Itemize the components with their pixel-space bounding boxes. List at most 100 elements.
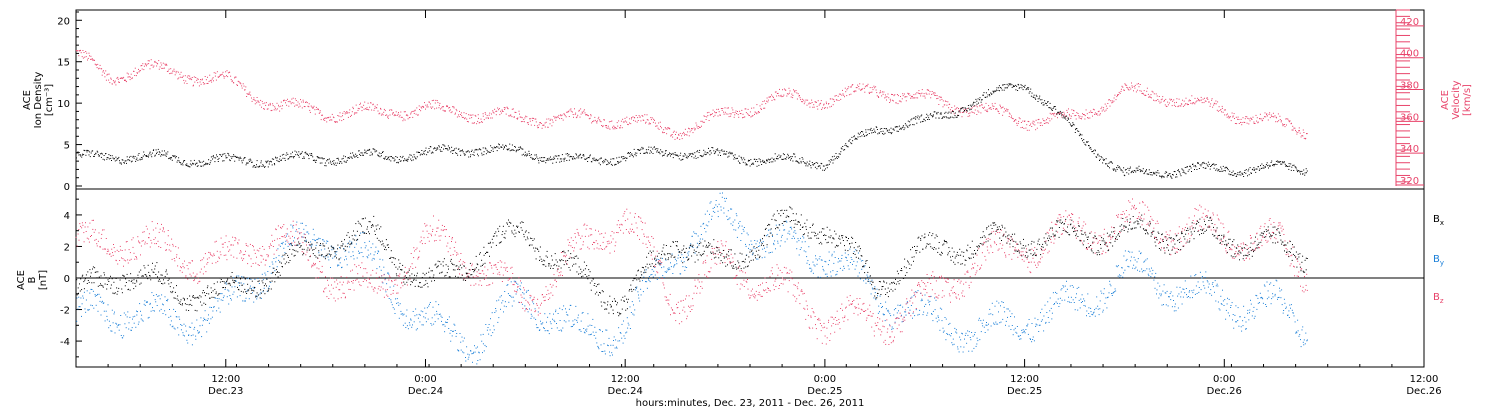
velocity-series-point bbox=[1147, 93, 1149, 95]
velocity-series-point bbox=[91, 58, 93, 60]
by-series-point bbox=[708, 221, 710, 223]
density-series-point bbox=[437, 148, 439, 150]
density-series-point bbox=[1207, 165, 1209, 167]
velocity-series-point bbox=[948, 107, 950, 109]
by-series-point bbox=[424, 317, 426, 319]
density-series-point bbox=[201, 161, 203, 163]
velocity-series-point bbox=[748, 114, 750, 116]
density-series-point bbox=[607, 163, 609, 165]
velocity-series-point bbox=[861, 88, 863, 90]
density-series-point bbox=[1071, 125, 1072, 127]
density-series-point bbox=[89, 151, 91, 153]
by-series-point bbox=[643, 276, 645, 278]
density-series-point bbox=[624, 157, 626, 159]
velocity-series-point bbox=[258, 101, 260, 103]
velocity-series-point bbox=[1302, 135, 1304, 137]
density-series-point bbox=[252, 166, 254, 168]
velocity-series-point bbox=[196, 78, 198, 80]
velocity-series-point bbox=[1108, 99, 1110, 101]
density-series-point bbox=[1128, 169, 1130, 171]
velocity-series-point bbox=[128, 76, 130, 78]
by-series-point bbox=[286, 235, 287, 237]
velocity-series-point bbox=[463, 112, 465, 114]
density-series-point bbox=[234, 160, 236, 162]
velocity-series-point bbox=[873, 87, 875, 89]
velocity-series-point bbox=[1107, 103, 1109, 104]
density-series-point bbox=[165, 152, 167, 154]
density-series-point bbox=[303, 157, 305, 159]
velocity-series-point bbox=[127, 73, 129, 75]
density-series-point bbox=[736, 157, 738, 159]
by-series-point bbox=[865, 282, 867, 284]
density-series-point bbox=[489, 152, 491, 153]
density-series-point bbox=[630, 154, 632, 156]
by-series-point bbox=[978, 319, 980, 321]
density-series-point bbox=[617, 161, 619, 163]
velocity-series-point bbox=[158, 60, 160, 62]
by-series-point bbox=[228, 290, 230, 292]
velocity-series-point bbox=[429, 103, 431, 105]
density-series-point bbox=[1197, 162, 1199, 164]
by-series-point bbox=[939, 307, 941, 309]
density-series-point bbox=[578, 157, 580, 159]
by-series-point bbox=[863, 280, 865, 282]
density-series-point bbox=[888, 131, 890, 133]
velocity-series-point bbox=[880, 91, 882, 93]
velocity-series-point bbox=[968, 113, 970, 115]
density-series-point bbox=[928, 117, 930, 119]
by-series-point bbox=[779, 229, 781, 231]
density-series-point bbox=[557, 158, 559, 160]
by-series-point bbox=[561, 330, 563, 332]
density-series-point bbox=[688, 153, 690, 155]
velocity-series-point bbox=[720, 114, 721, 116]
velocity-series-point bbox=[824, 107, 825, 109]
by-series-point bbox=[118, 324, 119, 326]
by-series-point bbox=[1027, 333, 1029, 335]
velocity-series-point bbox=[878, 97, 880, 98]
density-series-point bbox=[492, 148, 494, 150]
density-series-point bbox=[762, 159, 764, 161]
velocity-series-point bbox=[294, 98, 296, 100]
velocity-series-point bbox=[360, 102, 361, 104]
by-series-point bbox=[699, 238, 701, 240]
velocity-series-point bbox=[907, 92, 909, 94]
density-series-point bbox=[897, 126, 899, 128]
density-series-point bbox=[1291, 166, 1293, 168]
velocity-series-point bbox=[730, 113, 732, 115]
by-series-point bbox=[616, 347, 618, 349]
by-series-point bbox=[241, 276, 243, 278]
density-series-point bbox=[217, 161, 219, 162]
by-series-point bbox=[774, 240, 776, 242]
velocity-series-point bbox=[303, 101, 304, 103]
velocity-series-point bbox=[335, 121, 337, 123]
velocity-series-point bbox=[814, 101, 816, 103]
density-series-point bbox=[710, 150, 712, 152]
velocity-series-point bbox=[1000, 107, 1002, 109]
by-series-point bbox=[449, 332, 451, 334]
density-series-point bbox=[1185, 173, 1187, 175]
velocity-series-point bbox=[251, 100, 253, 102]
density-series-point bbox=[80, 155, 81, 157]
velocity-series-point bbox=[438, 104, 440, 106]
velocity-series-point bbox=[179, 76, 181, 78]
density-series-point bbox=[274, 164, 276, 166]
by-series-point bbox=[748, 247, 749, 249]
velocity-series-point bbox=[926, 89, 928, 91]
by-series-point bbox=[454, 324, 456, 326]
density-series-point bbox=[1007, 85, 1009, 87]
velocity-series-point bbox=[1006, 108, 1008, 110]
velocity-series-point bbox=[995, 108, 997, 110]
density-series-point bbox=[787, 155, 789, 157]
density-series-point bbox=[725, 153, 727, 155]
velocity-series-point bbox=[260, 99, 262, 101]
by-series-point bbox=[687, 252, 689, 254]
density-series-point bbox=[1102, 158, 1104, 160]
by-series-point bbox=[377, 252, 378, 254]
velocity-series-point bbox=[817, 100, 819, 102]
by-series-point bbox=[245, 300, 246, 302]
velocity-series-point bbox=[312, 107, 314, 109]
velocity-series-point bbox=[1247, 117, 1249, 119]
velocity-series-point bbox=[227, 76, 229, 78]
density-series-point bbox=[622, 158, 624, 160]
by-series-point bbox=[479, 359, 481, 361]
